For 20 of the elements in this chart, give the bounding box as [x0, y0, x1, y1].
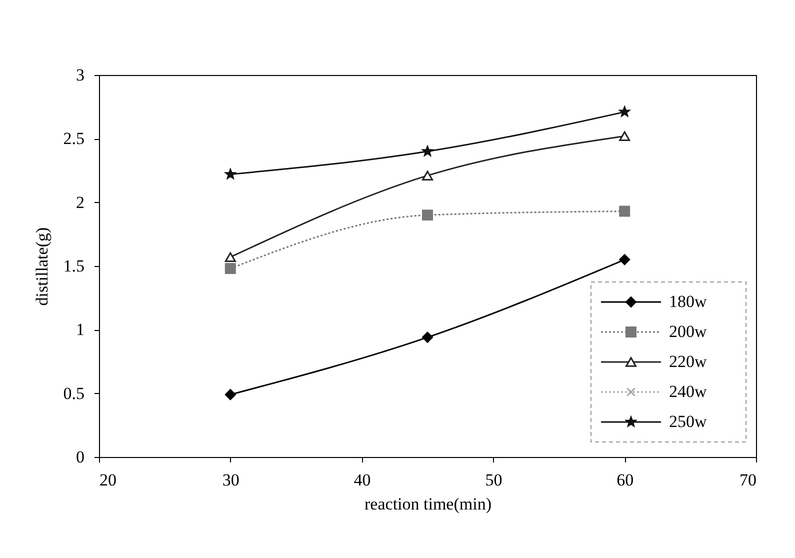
legend-label: 200w: [669, 322, 708, 341]
y-tick-label: 3: [76, 66, 84, 84]
x-tick-label: 20: [100, 470, 116, 490]
y-tick-label: 0.5: [63, 384, 84, 403]
y-tick-label: 2: [76, 192, 84, 212]
y-tick-label: 1: [76, 320, 84, 340]
x-tick-label: 60: [616, 470, 634, 490]
y-tick-label: 0: [76, 448, 84, 466]
x-tick-label: 40: [354, 470, 371, 490]
legend-label: 220w: [669, 352, 708, 371]
x-tick-label: 70: [740, 470, 756, 490]
y-axis-title: distillate(g): [32, 227, 52, 306]
x-tick-label: 30: [222, 470, 240, 490]
legend-label: 180w: [669, 292, 708, 311]
legend-label: 240w: [669, 382, 708, 401]
y-tick-label: 1.5: [63, 256, 84, 276]
y-tick-label: 2.5: [63, 129, 84, 148]
x-axis-title: reaction time(min): [364, 494, 492, 514]
x-tick-label: 50: [485, 470, 502, 490]
legend-label: 250w: [669, 412, 708, 431]
